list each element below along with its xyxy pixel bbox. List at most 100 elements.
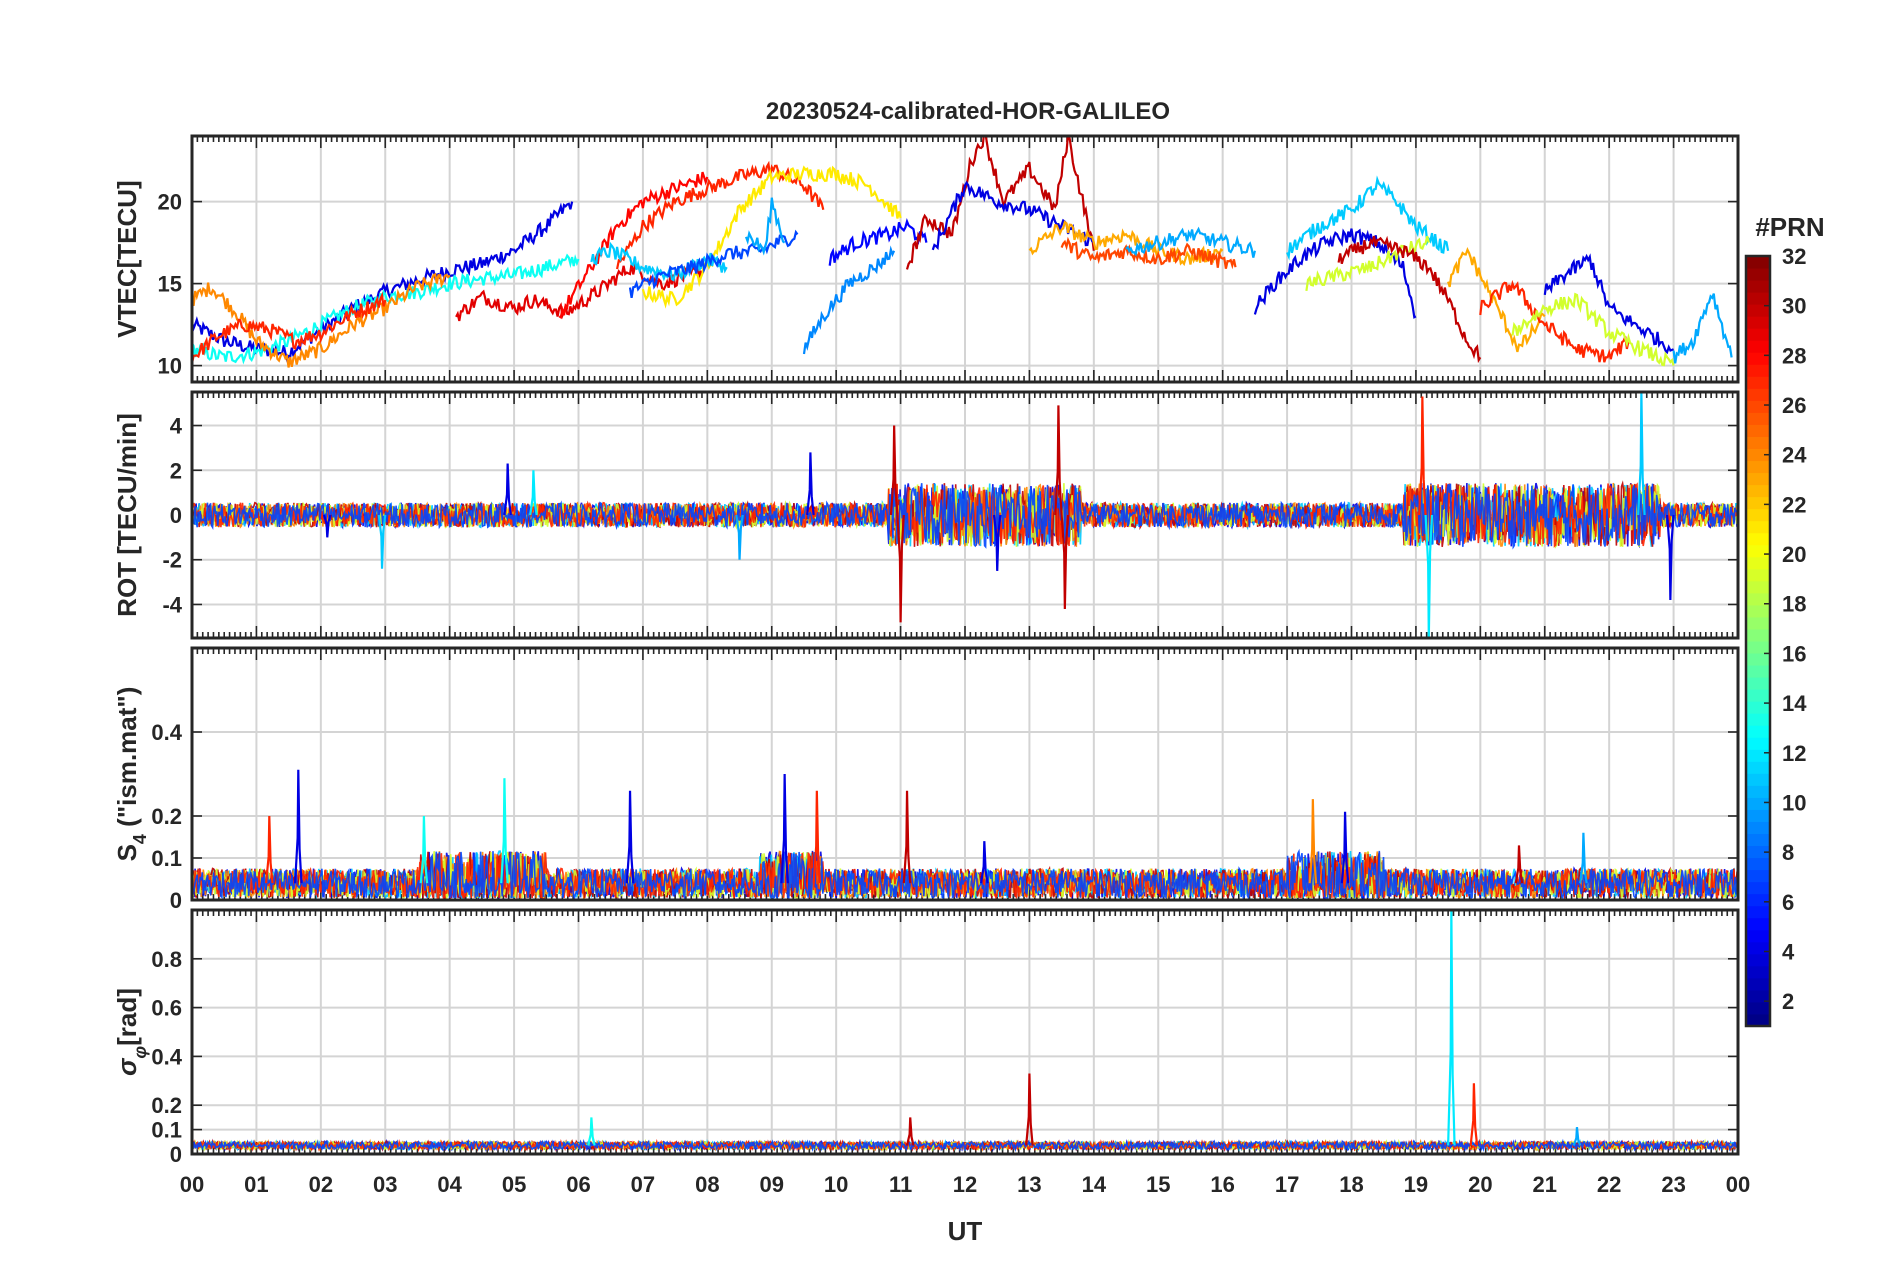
panel-s4: 0 0.1 0.2 0.4 S4 ("ism.mat"): [112, 646, 1740, 913]
y-tick-label: 0.1: [151, 846, 182, 871]
rot-spike-prn30: [889, 425, 899, 516]
rot-spike-prn11: [1637, 392, 1646, 516]
y-tick-label: 0: [170, 888, 182, 913]
s4-spike-prn13: [419, 815, 429, 884]
x-tick-label: 05: [502, 1172, 526, 1197]
sigma-ylabel: σφ[rad]: [112, 988, 150, 1076]
y-tick-label: -2: [162, 548, 182, 573]
vtec-series-prn7: [628, 229, 799, 298]
x-tick-label: 23: [1661, 1172, 1685, 1197]
chart-title: 20230524-calibrated-HOR-GALILEO: [766, 98, 1170, 125]
y-tick-label: 0.2: [151, 1093, 182, 1118]
colorbar-segment: [1746, 989, 1770, 1003]
s4-spike-prn4: [625, 790, 635, 884]
colorbar-segment: [1746, 809, 1770, 822]
x-tick-label: 21: [1533, 1172, 1557, 1197]
y-tick-label: 0.1: [151, 1118, 182, 1143]
colorbar-segment: [1746, 352, 1770, 365]
colorbar-segment: [1746, 689, 1770, 702]
colorbar-segment: [1746, 953, 1770, 967]
rot-spike-prn4: [1666, 514, 1675, 601]
colorbar-tick-label: 14: [1782, 691, 1807, 716]
colorbar-tick-label: 8: [1782, 840, 1794, 865]
s4-spike-prn4: [980, 841, 989, 884]
y-tick-label: 0.4: [151, 1044, 182, 1069]
colorbar-segment: [1746, 881, 1770, 895]
panel-vtec: 10 15 20 VTEC[TECU]: [112, 134, 1740, 384]
colorbar-segment: [1746, 544, 1770, 558]
rot-spike-prn10: [735, 514, 744, 560]
colorbar-segment: [1746, 761, 1770, 774]
colorbar-segment: [1746, 821, 1770, 834]
s4-spike-prn4: [1340, 811, 1350, 884]
s4-spike-prn4: [293, 769, 303, 884]
colorbar-tick-label: 4: [1782, 939, 1795, 964]
x-tick-label: 11: [889, 1172, 912, 1197]
sigma_phi-spike-prn10: [1572, 1127, 1582, 1146]
colorbar-segment: [1746, 556, 1770, 570]
colorbar-tick-label: 30: [1782, 294, 1806, 319]
s4-spike-prn24: [1308, 799, 1318, 884]
x-tick-label: 01: [244, 1172, 268, 1197]
s4-ylabel: S4 ("ism.mat"): [112, 687, 150, 862]
vtec-series-prn10: [1672, 293, 1733, 364]
y-tick-label: 0: [170, 1142, 182, 1167]
colorbar-segment: [1746, 292, 1770, 305]
colorbar-segment: [1746, 857, 1770, 871]
rot-ylabel: ROT [TECU/min]: [112, 413, 142, 617]
s4-spike-prn4: [780, 773, 789, 884]
y-tick-label: 0.4: [151, 720, 182, 745]
rot-spike-prn11: [377, 514, 387, 569]
colorbar-segment: [1746, 941, 1770, 955]
vtec-series-prn27: [192, 291, 387, 364]
x-tick-label: 20: [1468, 1172, 1492, 1197]
colorbar-segment: [1746, 737, 1770, 750]
y-tick-label: 10: [158, 354, 182, 379]
y-tick-label: 15: [158, 272, 182, 297]
colorbar-segment: [1746, 592, 1770, 606]
colorbar-segment: [1746, 604, 1770, 618]
vtec-series-prn23: [1028, 220, 1224, 267]
colorbar-segment: [1746, 436, 1770, 449]
colorbar-segment: [1746, 304, 1770, 317]
colorbar-tick-label: 6: [1782, 890, 1794, 915]
panel-rot: -4 -2 0 2 4 ROT [TECU/min]: [112, 390, 1740, 640]
colorbar-segment: [1746, 797, 1770, 810]
vtec-series-prn9: [802, 245, 896, 355]
colorbar-segment: [1746, 280, 1770, 293]
vtec-series-prn27: [1479, 279, 1630, 363]
s4-spike-prn27: [264, 815, 274, 884]
colorbar-segment: [1746, 520, 1770, 534]
colorbar-tick-label: 28: [1782, 343, 1806, 368]
vtec-series-prn24: [192, 272, 451, 368]
x-tick-label: 04: [437, 1172, 462, 1197]
rot-spike-prn30: [1060, 514, 1070, 609]
colorbar-segment: [1746, 628, 1770, 642]
rot-spike-prn27: [1418, 396, 1427, 516]
s4-spike-prn13: [500, 778, 509, 884]
colorbar-segment: [1746, 340, 1770, 353]
x-tick-labels: 00 01 02 03 04 05 06 07 08 09 10 11 12 13 14 15 16 17 18 19…: [180, 1172, 1750, 1197]
s4-band-prn7: [192, 848, 1738, 900]
rot-spike-prn4: [992, 514, 1002, 571]
vtec-series-prn11: [1286, 175, 1450, 261]
y-tick-label: 0: [170, 503, 182, 528]
vtec-series-prn27: [616, 160, 825, 270]
vtec-series-prn30: [1337, 235, 1482, 364]
colorbar-segment: [1746, 484, 1770, 498]
sigma_phi-spike-prn30: [905, 1117, 915, 1146]
rot-spike-prn4: [503, 463, 512, 516]
colorbar-segment: [1746, 785, 1770, 798]
colorbar-segment: [1746, 905, 1770, 919]
s4-spike-prn27: [812, 790, 822, 884]
colorbar-segment: [1746, 965, 1770, 979]
x-tick-label: 08: [695, 1172, 719, 1197]
colorbar-segment: [1746, 400, 1770, 413]
colorbar-segment: [1746, 448, 1770, 462]
colorbar-segment: [1746, 665, 1770, 678]
rot-spike-prn4: [806, 452, 815, 516]
x-tick-label: 13: [1017, 1172, 1041, 1197]
colorbar-tick-label: 26: [1782, 393, 1806, 418]
colorbar-tick-label: 2: [1782, 989, 1794, 1014]
x-tick-label: 06: [566, 1172, 590, 1197]
